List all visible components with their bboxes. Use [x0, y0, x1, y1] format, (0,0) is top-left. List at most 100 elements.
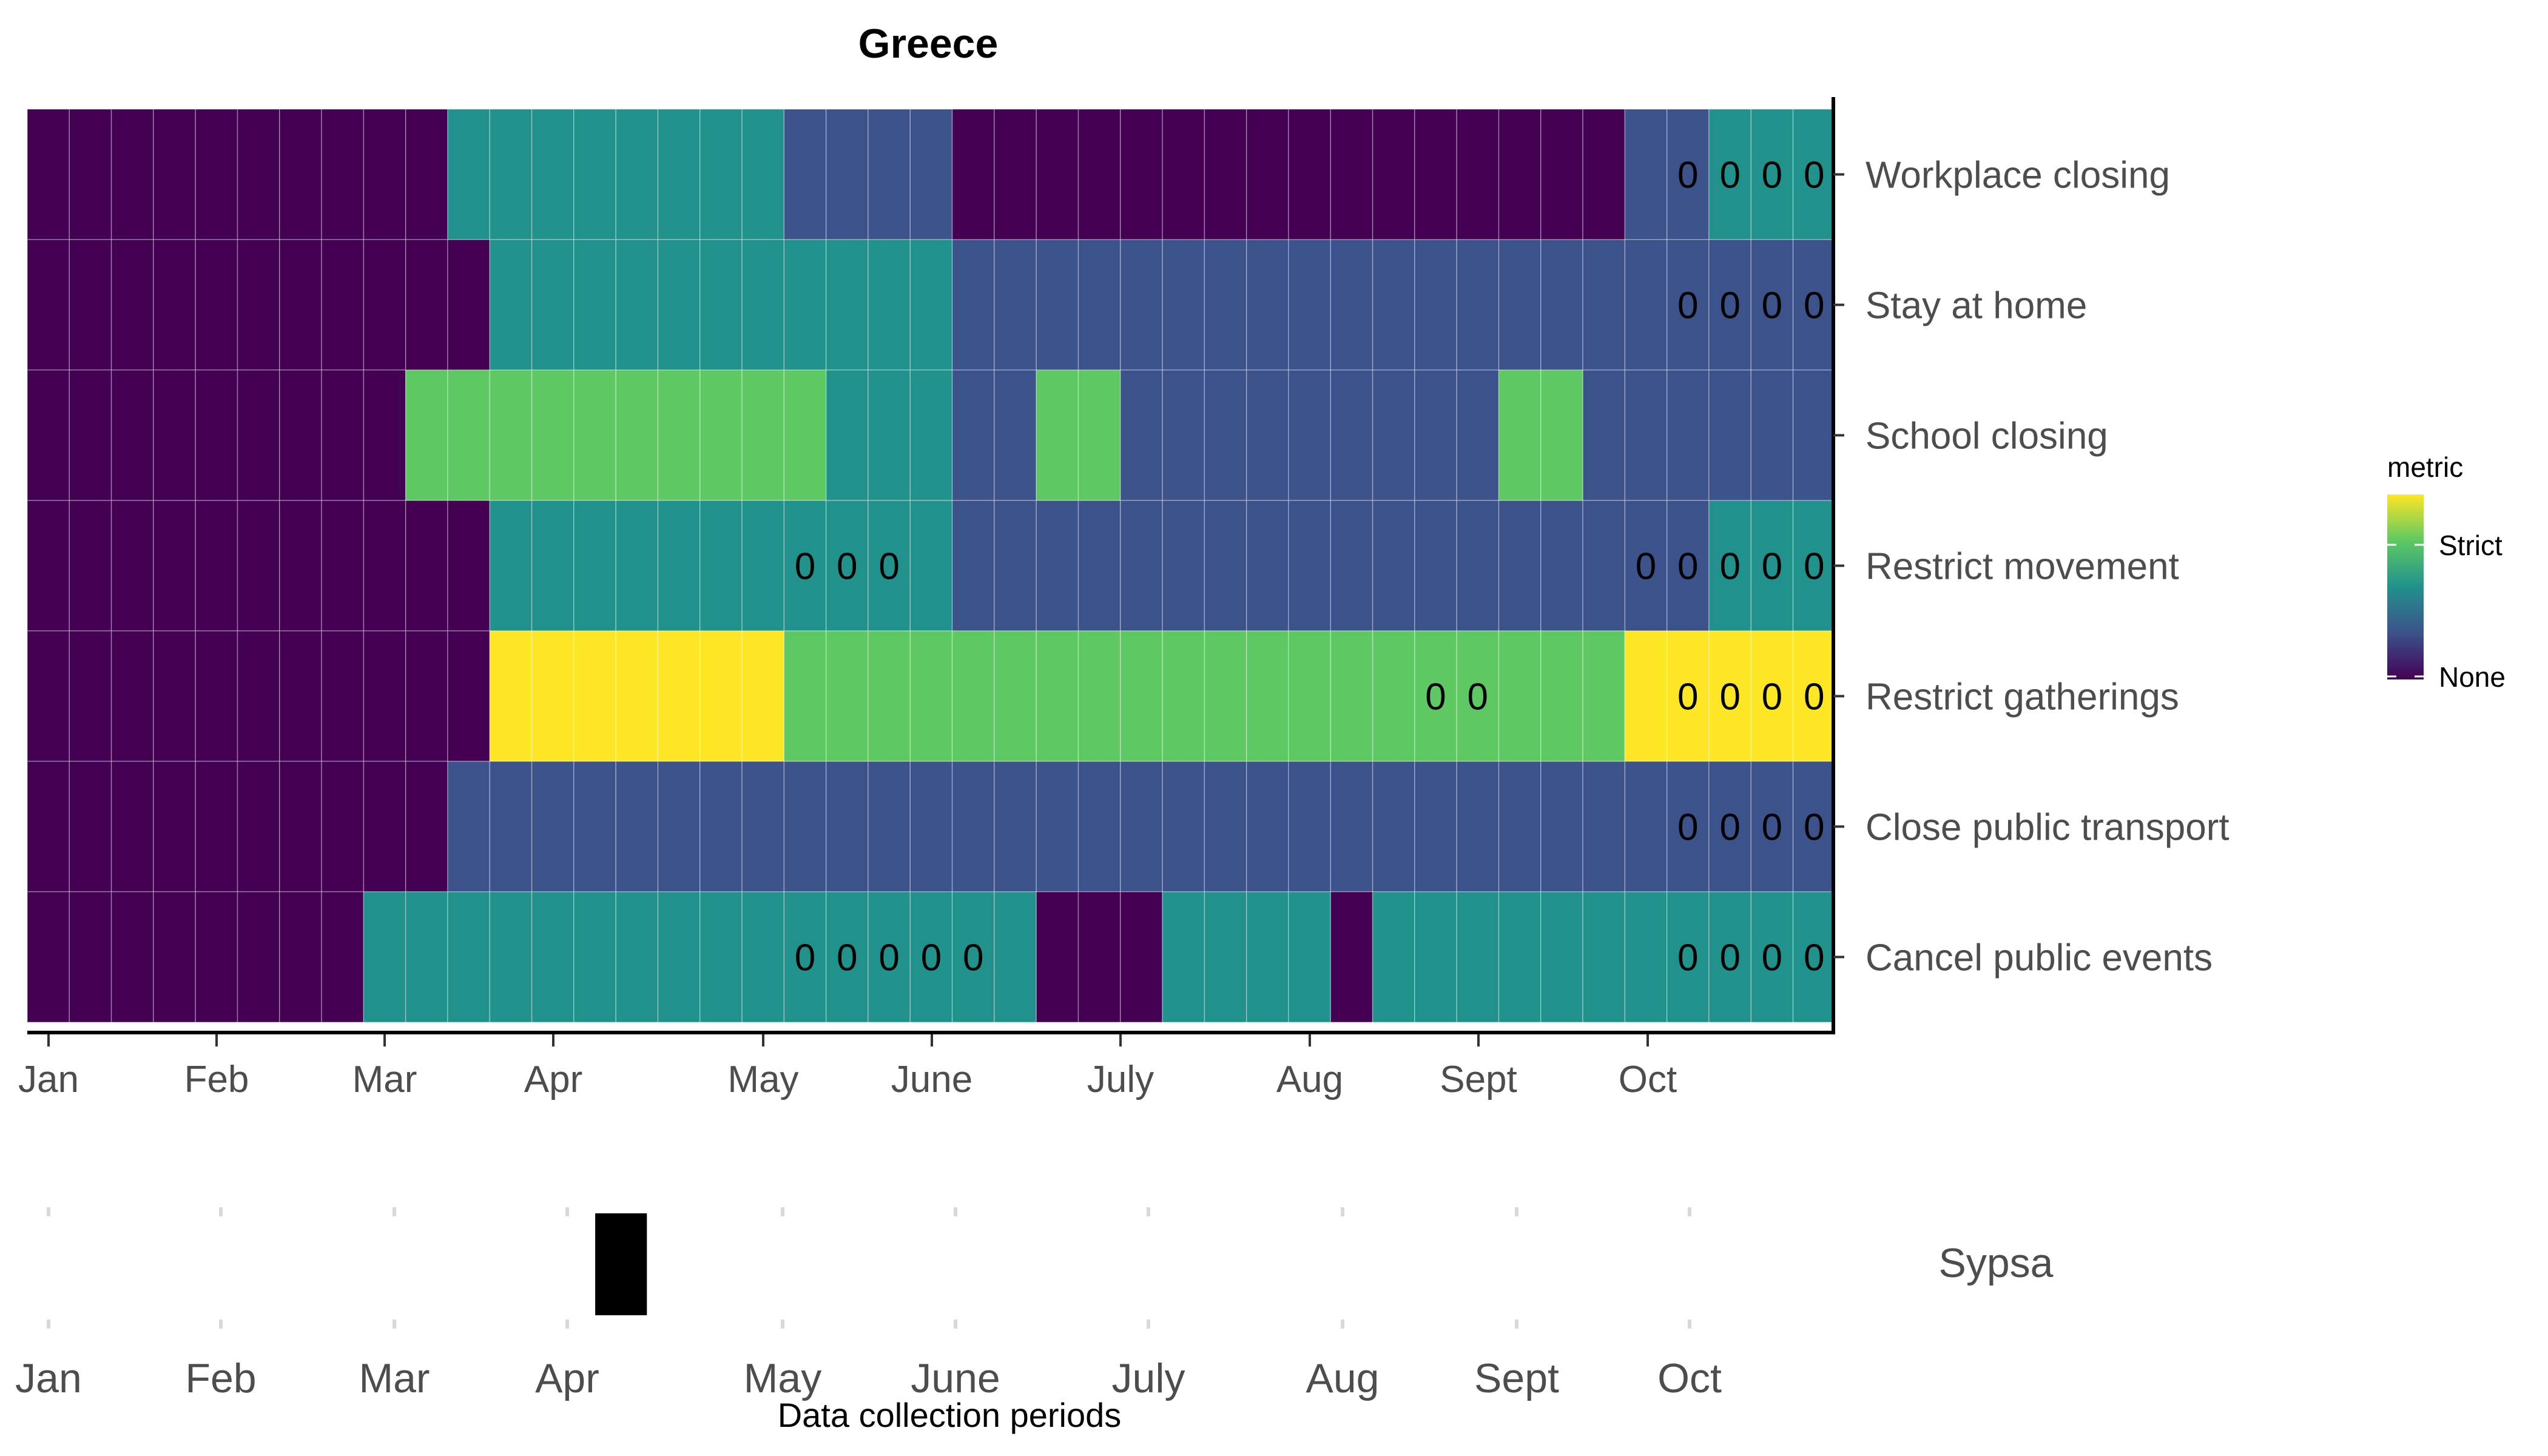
- heatmap-cell: [110, 239, 154, 371]
- heatmap-cell: [195, 109, 238, 240]
- heatmap-cell: [489, 369, 533, 501]
- heatmap-cell: [994, 369, 1037, 501]
- heatmap-cell: [363, 109, 406, 240]
- heatmap-cell: [1456, 239, 1500, 371]
- heatmap-cell: [195, 761, 238, 892]
- zero-label: 0: [1719, 807, 1740, 849]
- heatmap-cell: [825, 369, 869, 501]
- heatmap-cell: [741, 109, 785, 240]
- heatmap-cell: [1414, 109, 1457, 240]
- zero-label: 0: [1804, 676, 1824, 718]
- heatmap-cell: [405, 891, 448, 1023]
- heatmap-cell: [1708, 109, 1752, 240]
- heatmap-cell: [1666, 630, 1710, 762]
- bottom-x-tick-label: Jan: [15, 1355, 82, 1401]
- heatmap-cell: [1540, 239, 1583, 371]
- heatmap-cell: [27, 500, 70, 632]
- heatmap-cell: [1162, 369, 1205, 501]
- heatmap-cell: [699, 630, 743, 762]
- heatmap-cell: [868, 109, 911, 240]
- heatmap-cell: [1330, 239, 1373, 371]
- heatmap-cell: [489, 109, 533, 240]
- heatmap-cell: [1750, 109, 1794, 240]
- heatmap-cell: [69, 239, 112, 371]
- x-tick-label: Jan: [18, 1059, 79, 1100]
- zero-label: 0: [1719, 155, 1740, 197]
- heatmap-cell: [447, 239, 491, 371]
- heatmap-cell: [279, 761, 322, 892]
- heatmap-cell: [951, 761, 995, 892]
- legend: metric Strict None: [2387, 451, 2506, 693]
- heatmap-cell: [1666, 109, 1710, 240]
- row-label: School closing: [1866, 416, 2108, 457]
- heatmap-cell: [573, 761, 616, 892]
- heatmap-cell: [1624, 761, 1668, 892]
- heatmap-cell: [657, 239, 701, 371]
- heatmap-cell: [1414, 761, 1457, 892]
- heatmap-cell: [615, 369, 659, 501]
- zero-label: 0: [1804, 546, 1824, 588]
- heatmap-cell: [237, 891, 280, 1023]
- heatmap-cell: [1330, 500, 1373, 632]
- heatmap-cell: [279, 369, 322, 501]
- heatmap-cell: [1792, 369, 1836, 501]
- zero-label: 0: [837, 546, 857, 588]
- heatmap-cell: [1582, 500, 1626, 632]
- heatmap-cell: [279, 500, 322, 632]
- zero-label: 0: [1762, 546, 1782, 588]
- heatmap-cell: [363, 761, 406, 892]
- zero-label: 0: [795, 546, 815, 588]
- heatmap-cell: [405, 109, 448, 240]
- heatmap-cell: [1077, 369, 1121, 501]
- zero-label: 0: [878, 546, 899, 588]
- heatmap-cell: [1414, 239, 1457, 371]
- heatmap-cell: [1582, 239, 1626, 371]
- heatmap-cell: [699, 109, 743, 240]
- x-tick-label: Oct: [1619, 1059, 1677, 1100]
- heatmap-cell: [1792, 239, 1836, 371]
- heatmap-cell: [27, 109, 70, 240]
- heatmap-cell: [1162, 891, 1205, 1023]
- heatmap-cell: [1498, 630, 1542, 762]
- heatmap-cell: [951, 630, 995, 762]
- heatmap-cell: [1498, 239, 1542, 371]
- heatmap-cell: [825, 500, 869, 632]
- heatmap-cell: [1077, 630, 1121, 762]
- heatmap-x-axis-ticks: Jan Feb Mar Apr May June July Aug Sept Oct: [18, 1034, 1677, 1100]
- heatmap-cell: [1120, 109, 1163, 240]
- zero-label: 0: [837, 937, 857, 979]
- heatmap-cell: [321, 369, 365, 501]
- heatmap-cell: [1792, 891, 1836, 1023]
- heatmap-cell: [237, 369, 280, 501]
- heatmap-cell: [909, 109, 953, 240]
- heatmap-cell: [321, 630, 365, 762]
- heatmap-cell: [1288, 369, 1332, 501]
- heatmap-cell: [110, 891, 154, 1023]
- heatmap-cell: [1077, 891, 1121, 1023]
- heatmap-cell: [868, 630, 911, 762]
- heatmap-cell: [1540, 109, 1583, 240]
- zero-label: 0: [1762, 676, 1782, 718]
- zero-label: 0: [795, 937, 815, 979]
- heatmap-cell: [237, 500, 280, 632]
- row-label: Cancel public events: [1866, 937, 2213, 979]
- heatmap-cell: [363, 891, 406, 1023]
- heatmap-cell: [1204, 761, 1247, 892]
- heatmap-cell: [951, 500, 995, 632]
- heatmap-cell: [1582, 891, 1626, 1023]
- heatmap-cell: [1245, 109, 1289, 240]
- heatmap-cell: [1288, 239, 1332, 371]
- x-tick-label: July: [1087, 1059, 1154, 1100]
- heatmap-cell: [1120, 369, 1163, 501]
- heatmap-cell: [1624, 630, 1668, 762]
- zero-label: 0: [1468, 676, 1488, 718]
- heatmap-cell: [615, 761, 659, 892]
- heatmap-cell: [110, 500, 154, 632]
- heatmap-cell: [489, 630, 533, 762]
- legend-label-strict: Strict: [2439, 530, 2502, 561]
- heatmap-cell: [1120, 761, 1163, 892]
- heatmap-cell: [1245, 369, 1289, 501]
- heatmap-cell: [1204, 500, 1247, 632]
- heatmap-cell: [615, 891, 659, 1023]
- heatmap-cell: [825, 239, 869, 371]
